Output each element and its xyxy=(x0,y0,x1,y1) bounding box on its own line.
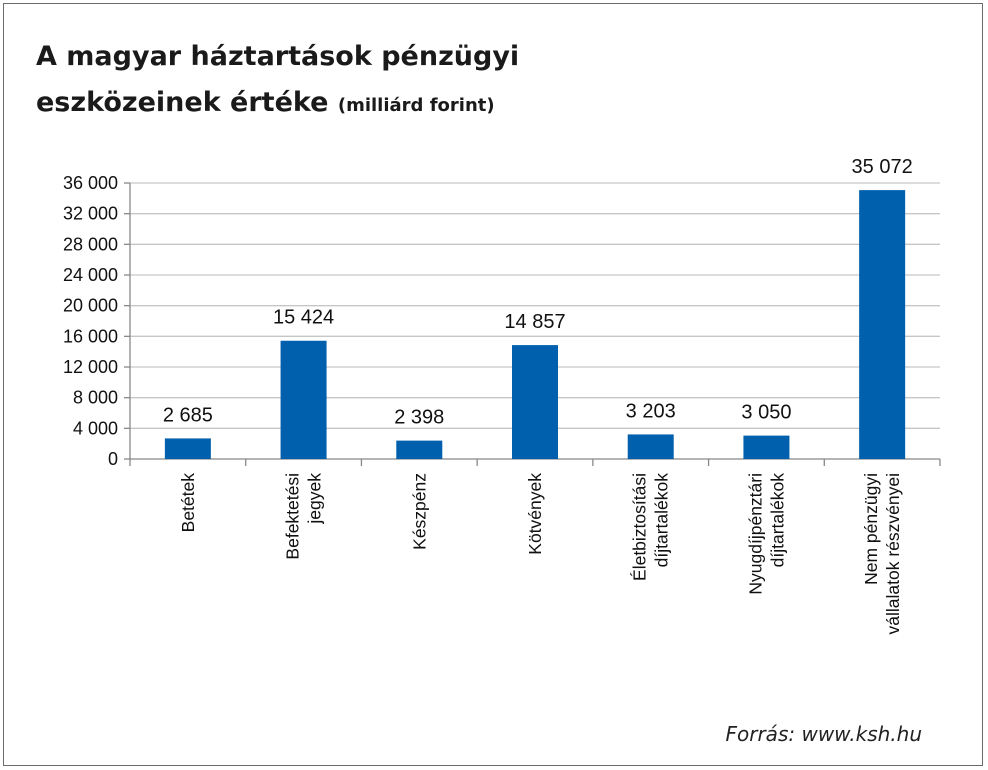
title-unit: (milliárd forint) xyxy=(337,95,495,116)
y-tick-label: 32 000 xyxy=(63,204,118,224)
bar xyxy=(743,435,790,459)
chart-frame xyxy=(3,3,983,766)
x-tick-label: Nem pénzügyi vállalatok részvényei xyxy=(861,473,903,634)
x-tick-label-line: jegyek xyxy=(305,473,325,525)
x-tick-label: Nyugdíjpénztári díjtartalékok xyxy=(745,473,787,595)
bar xyxy=(627,434,674,459)
data-label: 14 857 xyxy=(504,311,565,333)
x-tick-label: Életbiztosítási díjtartalékok xyxy=(630,473,672,581)
bar xyxy=(280,340,327,459)
x-tick-label-line: díjtartalékok xyxy=(767,473,787,568)
bar xyxy=(859,190,906,459)
data-label: 3 050 xyxy=(741,402,791,424)
y-tick-label: 8 000 xyxy=(73,388,118,408)
x-tick-label-line: Kötvények xyxy=(525,473,545,555)
x-tick-label-line: Betétek xyxy=(178,473,198,533)
chart-title: A magyar háztartások pénzügyi eszközeine… xyxy=(36,34,519,129)
x-tick-label-line: Életbiztosítási xyxy=(630,473,650,581)
y-tick-label: 24 000 xyxy=(63,265,118,285)
y-tick-label: 36 000 xyxy=(63,173,118,193)
x-tick-label-line: díjtartalékok xyxy=(652,473,672,568)
x-tick-label-line: Készpénz xyxy=(409,473,429,550)
source-note: Forrás: www.ksh.hu xyxy=(725,722,923,746)
bar xyxy=(512,345,558,459)
title-line-1: A magyar háztartások pénzügyi xyxy=(36,41,520,72)
x-tick-label: Befektetési jegyek xyxy=(283,473,325,560)
data-label: 3 203 xyxy=(626,400,676,422)
x-tick-label-line: vállalatok részvényei xyxy=(883,473,903,634)
bar xyxy=(164,438,211,459)
y-tick-label: 4 000 xyxy=(73,418,118,438)
x-tick-label-line: Nem pénzügyi xyxy=(861,473,881,585)
y-tick-label: 16 000 xyxy=(63,326,118,346)
data-label: 2 398 xyxy=(394,407,444,429)
title-main-text: eszközeinek értéke xyxy=(36,87,329,118)
x-tick-label-line: Nyugdíjpénztári xyxy=(745,473,765,595)
x-tick-label: Betétek xyxy=(178,473,198,533)
y-tick-label: 28 000 xyxy=(63,234,118,254)
y-tick-label: 20 000 xyxy=(63,296,118,316)
y-tick-label: 0 xyxy=(108,449,118,469)
x-tick-label-line: Befektetési xyxy=(283,473,303,560)
bar xyxy=(396,440,443,459)
x-tick-label: Készpénz xyxy=(409,473,429,550)
x-tick-label: Kötvények xyxy=(525,473,545,555)
title-line-2: eszközeinek értéke (milliárd forint) xyxy=(36,80,519,129)
data-label: 15 424 xyxy=(273,307,334,329)
y-tick-label: 12 000 xyxy=(63,357,118,377)
data-label: 35 072 xyxy=(852,156,913,178)
data-label: 2 685 xyxy=(163,404,213,426)
